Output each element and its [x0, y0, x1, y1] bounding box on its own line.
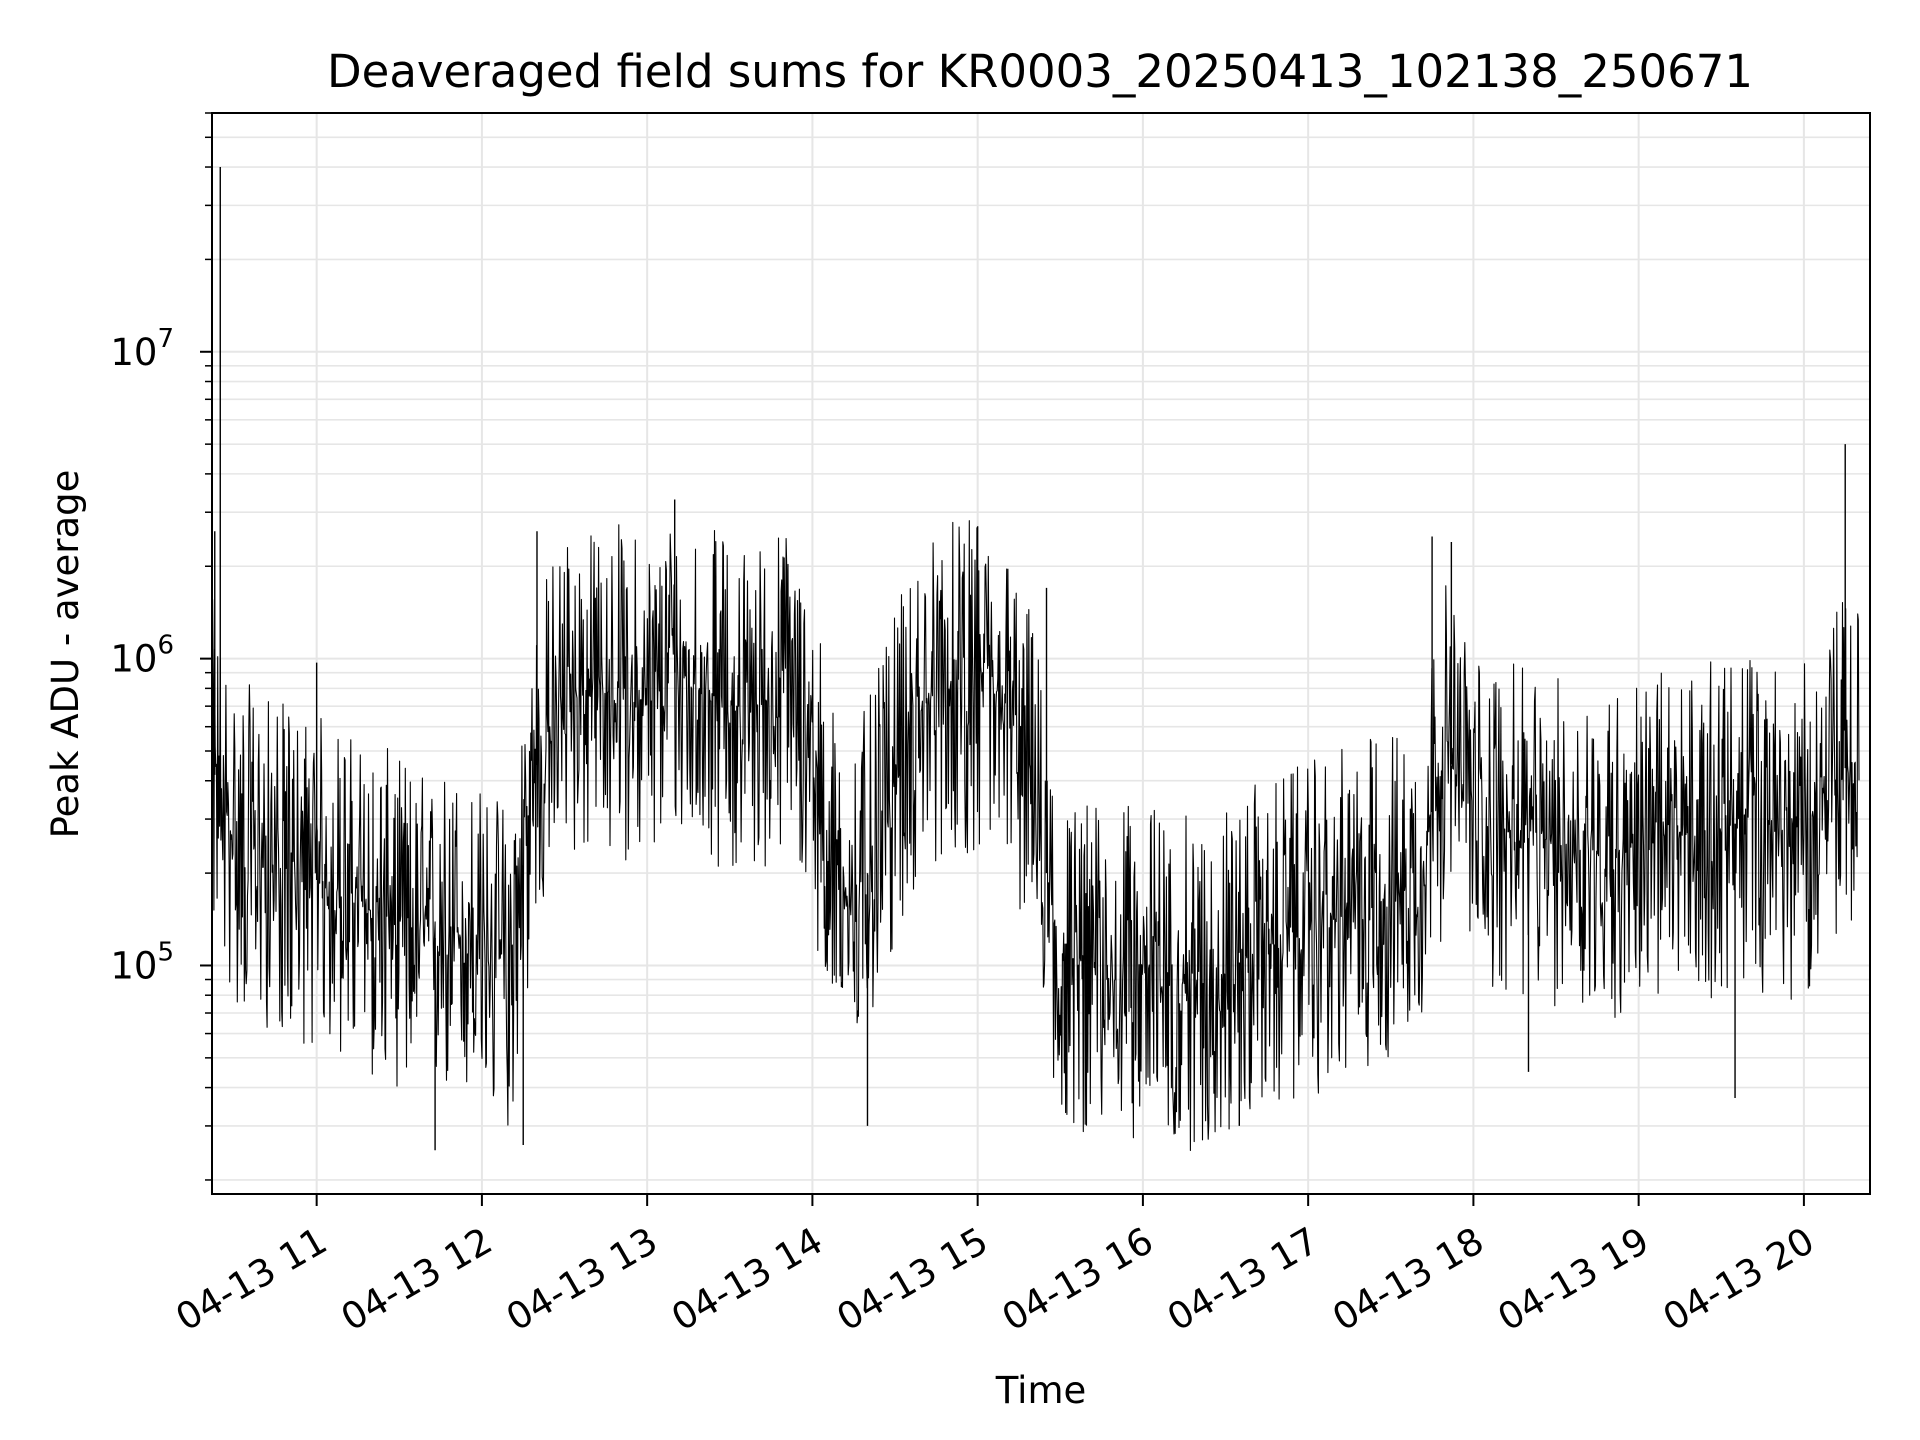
y-axis-label: Peak ADU - average [44, 470, 87, 839]
plot-area [211, 167, 1860, 1152]
plot-frame [211, 112, 1871, 1195]
y-tick-label: 107 [110, 324, 174, 374]
x-axis-label: Time [995, 1369, 1087, 1412]
y-tick-label: 106 [110, 631, 174, 681]
chart-title: Deaveraged field sums for KR0003_2025041… [327, 45, 1753, 98]
y-tick-label: 105 [110, 937, 174, 987]
series-line [211, 520, 1860, 1152]
